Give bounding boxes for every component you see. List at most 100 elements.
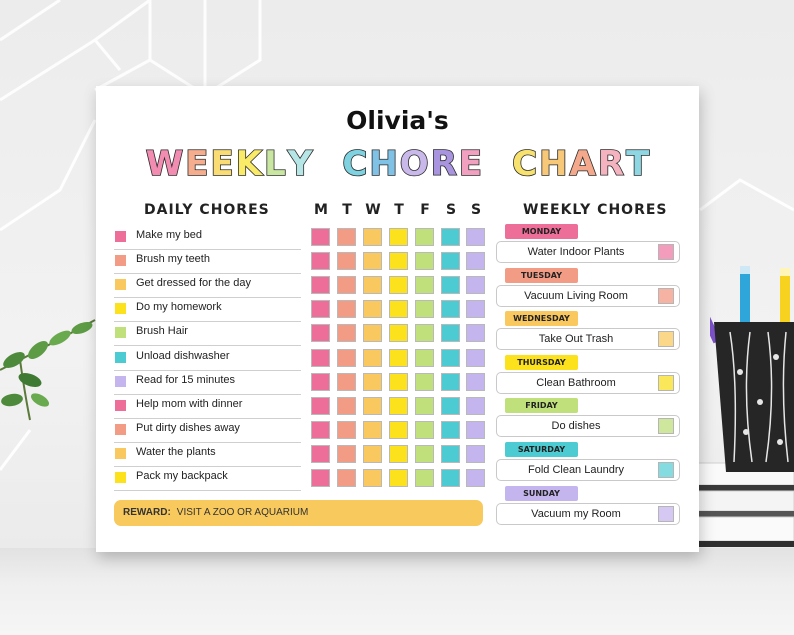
day-checkbox[interactable]	[311, 228, 330, 246]
day-checkbox[interactable]	[337, 276, 356, 295]
row-divider	[114, 465, 301, 467]
day-checkbox[interactable]	[311, 276, 330, 295]
day-checkbox[interactable]	[441, 252, 460, 271]
day-checkbox[interactable]	[466, 276, 485, 295]
day-checkbox[interactable]	[466, 420, 485, 439]
day-checkbox[interactable]	[337, 420, 356, 439]
day-checkbox[interactable]	[466, 469, 485, 487]
day-checkbox[interactable]	[363, 252, 382, 271]
weekly-checkbox[interactable]	[658, 287, 674, 304]
day-checkbox[interactable]	[389, 348, 408, 367]
daily-chore-row: Get dressed for the day	[114, 274, 301, 299]
day-checkbox[interactable]	[415, 276, 434, 295]
day-checkbox[interactable]	[441, 300, 460, 319]
shelf-surface	[0, 548, 794, 635]
day-checkbox[interactable]	[363, 276, 382, 295]
day-checkbox[interactable]	[466, 372, 485, 391]
day-checkbox[interactable]	[466, 348, 485, 367]
day-checkbox[interactable]	[363, 372, 382, 391]
daily-chore-row: Make my bed	[114, 226, 301, 250]
day-checkbox[interactable]	[337, 469, 356, 487]
daily-chore-row: Brush Hair	[114, 322, 301, 347]
day-checkbox[interactable]	[311, 348, 330, 367]
day-checkbox[interactable]	[466, 444, 485, 463]
day-checkbox[interactable]	[363, 324, 382, 343]
day-checkbox[interactable]	[311, 300, 330, 319]
day-checkbox[interactable]	[415, 444, 434, 463]
day-checkbox[interactable]	[415, 324, 434, 343]
day-checkbox[interactable]	[363, 228, 382, 246]
title-letter: K	[235, 143, 263, 185]
day-checkbox[interactable]	[363, 348, 382, 367]
weekly-checkbox[interactable]	[658, 505, 674, 522]
day-checkbox[interactable]	[415, 228, 434, 246]
weekly-checkbox[interactable]	[658, 374, 674, 391]
day-checkbox[interactable]	[363, 420, 382, 439]
day-checkbox[interactable]	[466, 228, 485, 246]
day-checkbox[interactable]	[337, 324, 356, 343]
weekly-checkbox[interactable]	[658, 462, 674, 478]
weekly-checkbox[interactable]	[658, 244, 674, 260]
day-checkbox[interactable]	[441, 324, 460, 343]
row-divider	[114, 441, 301, 443]
day-checkbox[interactable]	[311, 396, 330, 415]
day-checkbox[interactable]	[389, 300, 408, 319]
day-checkbox[interactable]	[466, 300, 485, 319]
day-checkbox[interactable]	[389, 444, 408, 463]
weekly-checkbox[interactable]	[658, 418, 674, 435]
day-checkbox[interactable]	[311, 372, 330, 391]
weekday-tag: THURSDAY	[505, 354, 578, 370]
day-checkbox[interactable]	[389, 228, 408, 246]
day-checkbox[interactable]	[363, 444, 382, 463]
pencil-cup	[710, 266, 794, 472]
day-checkbox[interactable]	[415, 252, 434, 271]
day-checkbox[interactable]	[415, 396, 434, 415]
day-checkbox[interactable]	[441, 372, 460, 391]
day-checkbox[interactable]	[441, 276, 460, 295]
day-checkbox[interactable]	[311, 420, 330, 439]
day-checkbox[interactable]	[466, 396, 485, 415]
day-checkbox[interactable]	[337, 444, 356, 463]
day-checkbox[interactable]	[441, 348, 460, 367]
day-checkbox[interactable]	[441, 469, 460, 487]
day-checkbox[interactable]	[415, 469, 434, 487]
day-checkbox[interactable]	[389, 324, 408, 343]
row-divider	[114, 369, 301, 371]
daily-chore-row: Unload dishwasher	[114, 347, 301, 371]
day-checkbox[interactable]	[311, 252, 330, 271]
day-checkbox[interactable]	[389, 420, 408, 439]
day-checkbox[interactable]	[363, 396, 382, 415]
day-checkbox[interactable]	[441, 396, 460, 415]
day-checkbox[interactable]	[389, 396, 408, 415]
weekly-chores-heading: WEEKLY CHORES	[523, 202, 668, 218]
day-checkbox[interactable]	[415, 372, 434, 391]
day-checkbox[interactable]	[441, 444, 460, 463]
day-checkbox[interactable]	[389, 469, 408, 487]
day-checkbox[interactable]	[441, 228, 460, 246]
day-checkbox[interactable]	[337, 300, 356, 319]
day-checkbox[interactable]	[389, 372, 408, 391]
day-checkbox[interactable]	[337, 396, 356, 415]
day-checkbox[interactable]	[389, 252, 408, 271]
chore-color-marker	[115, 423, 126, 435]
day-checkbox[interactable]	[466, 252, 485, 271]
day-checkbox[interactable]	[363, 300, 382, 319]
day-checkbox[interactable]	[337, 348, 356, 367]
day-checkbox[interactable]	[363, 469, 382, 487]
title-letter: H	[538, 143, 568, 185]
weekly-checkbox[interactable]	[658, 331, 674, 348]
day-checkbox[interactable]	[311, 469, 330, 487]
day-checkbox[interactable]	[466, 324, 485, 343]
day-checkbox[interactable]	[337, 228, 356, 246]
day-checkbox[interactable]	[337, 372, 356, 391]
title-letter: R	[430, 143, 458, 185]
day-checkbox[interactable]	[441, 420, 460, 439]
day-checkbox[interactable]	[337, 252, 356, 271]
day-checkbox[interactable]	[311, 324, 330, 343]
day-checkbox[interactable]	[415, 300, 434, 319]
day-checkbox[interactable]	[415, 348, 434, 367]
day-checkbox[interactable]	[415, 420, 434, 439]
day-checkbox[interactable]	[311, 444, 330, 463]
day-checkbox[interactable]	[389, 276, 408, 295]
